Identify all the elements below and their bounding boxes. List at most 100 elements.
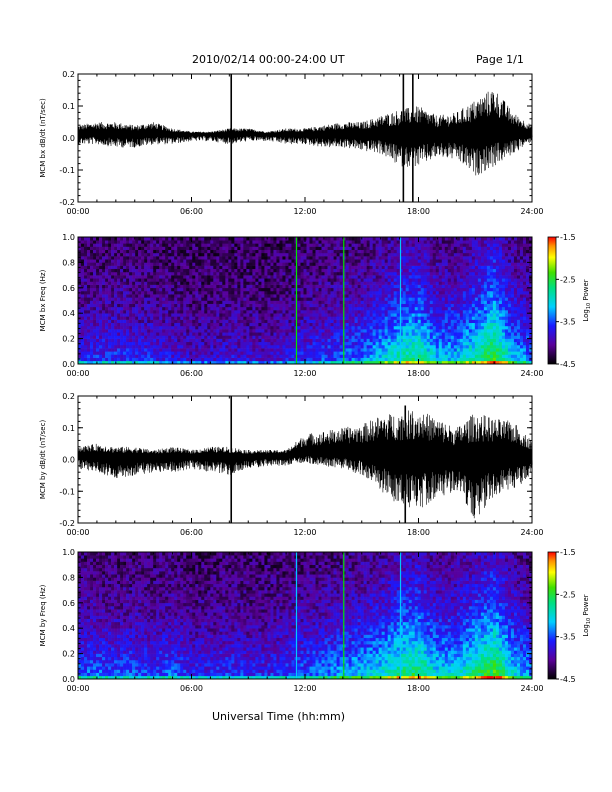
spectrogram-cell	[162, 335, 166, 339]
spectrogram-cell	[423, 262, 428, 266]
spectrogram-cell	[363, 357, 367, 362]
spectrogram-cell	[393, 338, 398, 343]
spectrogram-cell	[273, 256, 277, 260]
spectrogram-cell	[291, 335, 295, 339]
spectrogram-cell	[360, 294, 364, 298]
spectrogram-cell	[108, 297, 112, 301]
spectrogram-cell	[396, 357, 401, 362]
spectrogram-cell	[240, 338, 244, 343]
spectrogram-cell	[309, 329, 313, 333]
spectrogram-cell	[375, 341, 379, 346]
spectrogram-cell	[246, 357, 250, 362]
spectrogram-cell	[288, 249, 292, 254]
spectrogram-cell	[105, 237, 109, 241]
spectrogram-cell	[255, 354, 259, 358]
spectrogram-cell	[387, 329, 391, 333]
spectrogram-cell	[120, 322, 124, 327]
spectrogram-cell	[147, 275, 151, 279]
spectrogram-cell	[219, 306, 223, 311]
spectrogram-cell	[411, 316, 416, 320]
spectrogram-cell	[426, 357, 431, 362]
spectrogram-cell	[435, 287, 440, 292]
spectrogram-cell	[225, 237, 229, 241]
spectrogram-cell	[108, 271, 112, 276]
spectrogram-cell	[120, 335, 124, 339]
spectrogram-cell	[108, 313, 112, 317]
spectrogram-cell	[330, 271, 334, 276]
spectrogram-cell	[210, 252, 214, 257]
spectrogram-cell	[210, 237, 214, 241]
spectrogram-cell	[327, 335, 331, 339]
spectrogram-cell	[228, 275, 232, 279]
spectrogram-cell	[405, 306, 410, 311]
spectrogram-cell	[252, 354, 256, 358]
spectrogram-cell	[126, 290, 130, 295]
spectrogram-cell	[213, 306, 217, 311]
spectrogram-cell	[228, 313, 232, 317]
spectrogram-cell	[426, 249, 431, 254]
spectrogram-cell	[162, 256, 166, 260]
spectrogram-cell	[306, 300, 310, 304]
spectrogram-cell	[279, 259, 283, 263]
spectrogram-cell	[363, 278, 367, 282]
spectrogram-cell	[345, 297, 349, 301]
spectrogram-cell	[246, 335, 250, 339]
spectrogram-cell	[180, 316, 184, 320]
spectrogram-cell	[321, 265, 325, 270]
spectrogram-cell	[126, 351, 130, 355]
spectrogram-cell	[183, 341, 187, 346]
spectrogram-cell	[237, 335, 241, 339]
spectrogram-cell	[147, 268, 151, 273]
spectrogram-cell	[369, 313, 373, 317]
spectrogram-cell	[438, 262, 443, 266]
spectrogram-cell	[156, 322, 160, 327]
spectrogram-cell	[123, 325, 127, 330]
spectrogram-cell	[213, 303, 217, 308]
spectrogram-cell	[408, 271, 413, 276]
spectrogram-cell	[393, 237, 398, 241]
spectrogram-cell	[177, 329, 181, 333]
spectrogram-cell	[249, 262, 253, 266]
spectrogram-cell	[279, 329, 283, 333]
spectrogram-cell	[255, 256, 259, 260]
spectrogram-cell	[90, 310, 94, 314]
spectrogram-cell	[414, 319, 419, 324]
spectrogram-cell	[273, 313, 277, 317]
spectrogram-cell	[147, 237, 151, 241]
spectrogram-cell	[102, 265, 106, 270]
spectrogram-cell	[384, 275, 388, 279]
spectrogram-cell	[291, 243, 295, 247]
spectrogram-cell	[270, 249, 274, 254]
spectrogram-cell	[237, 275, 241, 279]
spectrogram-cell	[120, 275, 124, 279]
spectrogram-cell	[297, 252, 301, 257]
spectrogram-cell	[168, 294, 172, 298]
spectrogram-cell	[78, 348, 82, 352]
spectrogram-cell	[108, 354, 112, 358]
spectrogram-cell	[387, 319, 391, 324]
spectrogram-cell	[225, 265, 229, 270]
spectrogram-cell	[183, 278, 187, 282]
spectrogram-cell	[258, 332, 262, 336]
spectrogram-cell	[354, 357, 358, 362]
spectrogram-cell	[333, 335, 337, 339]
spectrogram-cell	[126, 316, 130, 320]
spectrogram-cell	[303, 306, 307, 311]
spectrogram-cell	[360, 322, 364, 327]
spectrogram-cell	[297, 240, 301, 244]
spectrogram-cell	[204, 351, 208, 355]
spectrogram-cell	[213, 357, 217, 362]
spectrogram-cell	[234, 284, 238, 289]
spectrogram-cell	[93, 237, 97, 241]
spectrogram-cell	[336, 325, 340, 330]
spectrogram-cell	[114, 252, 118, 257]
spectrogram-cell	[135, 240, 139, 244]
spectrogram-cell	[96, 265, 100, 270]
spectrogram-cell	[246, 249, 250, 254]
spectrogram-cell	[345, 332, 349, 336]
spectrogram-cell	[237, 348, 241, 352]
spectrogram-cell	[375, 310, 379, 314]
spectrogram-cell	[336, 252, 340, 257]
spectrogram-cell	[111, 265, 115, 270]
spectrogram-cell	[300, 278, 304, 282]
